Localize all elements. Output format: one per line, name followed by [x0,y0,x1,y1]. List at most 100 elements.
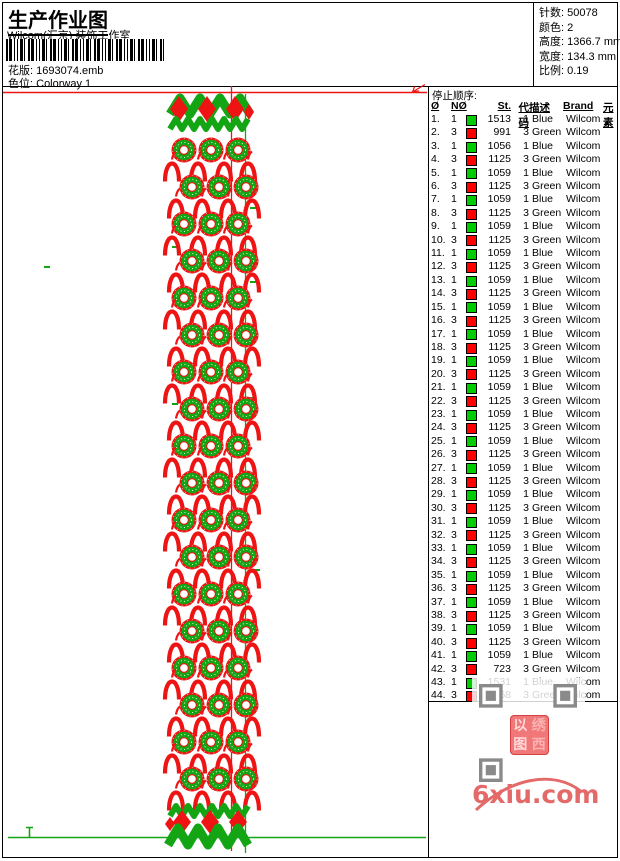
width-row: 宽度: 134.3 mm [539,50,617,63]
row-stitches: 1125 [488,367,511,380]
table-row: 14. 3 1125 3 Green Wilcom [431,287,617,300]
table-row: 36. 3 1125 3 Green Wilcom [431,582,617,595]
thread-color-swatch [466,275,477,287]
row-stitches: 1125 [488,206,511,219]
table-row: 2. 3 991 3 Green Wilcom [431,126,617,140]
table-row: 12. 3 1125 3 Green Wilcom [431,260,617,274]
row-seq: 8. [431,206,440,219]
row-brand: Wilcom [566,488,601,501]
row-stitches: 1059 [487,515,511,528]
thread-color-swatch [466,543,477,555]
table-row: 35. 1 1059 1 Blue Wilcom [431,569,617,582]
row-seq: 32. [431,528,446,541]
row-seq: 10. [431,233,446,246]
row-seq: 38. [431,609,446,622]
row-brand: Wilcom [566,474,601,487]
row-seq: 25. [431,434,446,447]
design-file-value: 1693074.emb [36,65,104,77]
row-needle: 1 [451,247,457,260]
row-brand: Wilcom [566,649,601,662]
row-description: Blue [532,381,554,394]
thread-color-swatch [466,637,477,649]
row-seq: 3. [431,139,440,152]
row-description: Green [532,314,562,327]
thread-color-swatch [466,208,477,220]
row-description: Green [532,260,562,273]
row-code: 3 [523,340,529,353]
row-description: Green [532,474,562,487]
thread-color-swatch [466,342,477,354]
row-code: 3 [523,153,529,166]
row-brand: Wilcom [566,273,601,286]
row-stitches: 1125 [488,394,511,407]
row-seq: 2. [431,126,440,139]
row-code: 1 [523,327,529,340]
row-description: Blue [532,273,554,286]
row-code: 3 [523,206,529,219]
table-row: 13. 1 1059 1 Blue Wilcom [431,274,617,287]
row-code: 3 [523,555,529,568]
row-stitches: 1059 [487,649,511,662]
website-watermark: 6xiu.com [472,780,600,809]
colorway-label: 色位: [8,77,34,90]
thread-color-swatch [466,503,477,515]
row-brand: Wilcom [566,153,601,166]
col-needle: NØ [451,100,467,112]
row-needle: 3 [451,448,457,461]
thread-color-swatch [466,583,477,595]
row-code: 1 [523,488,529,501]
row-description: Green [532,501,562,514]
row-seq: 35. [431,568,446,581]
row-description: Green [532,340,562,353]
table-row: 39. 1 1059 1 Blue Wilcom [431,622,617,636]
row-brand: Wilcom [566,367,601,380]
row-seq: 30. [431,501,446,514]
row-needle: 1 [451,220,457,233]
table-row: 17. 1 1059 1 Blue Wilcom [431,328,617,341]
row-needle: 1 [451,354,457,367]
row-code: 3 [523,421,529,434]
row-needle: 1 [451,166,457,179]
row-seq: 24. [431,421,446,434]
row-stitches: 1056 [487,139,511,152]
row-description: Green [532,528,562,541]
row-stitches: 1125 [488,448,511,461]
row-description: Green [532,206,562,219]
row-stitches: 1059 [487,220,511,233]
thread-color-swatch [466,221,477,233]
row-needle: 3 [451,474,457,487]
thread-color-swatch [466,409,477,421]
row-needle: 3 [451,233,457,246]
row-stitches: 1125 [488,635,511,648]
table-row: 29. 1 1059 1 Blue Wilcom [431,488,617,502]
row-code: 3 [523,635,529,648]
row-brand: Wilcom [566,542,601,554]
row-code: 1 [523,113,529,125]
thread-color-swatch [466,557,477,569]
row-needle: 3 [451,609,457,622]
thread-color-swatch [466,436,477,448]
row-seq: 41. [431,649,446,662]
row-code: 1 [523,273,529,286]
colorway-value: Colorway 1 [36,77,92,90]
color-count-row: 颜色: 2 [539,21,574,34]
row-code: 1 [523,568,529,581]
row-seq: 6. [431,180,440,193]
row-brand: Wilcom [566,501,601,514]
thread-color-swatch [466,248,477,260]
row-description: Blue [532,568,554,581]
row-needle: 3 [451,367,457,380]
row-needle: 1 [451,273,457,286]
row-needle: 1 [451,139,457,152]
row-code: 1 [523,247,529,260]
row-brand: Wilcom [566,193,601,206]
row-description: Blue [532,461,554,474]
row-code: 1 [523,381,529,394]
design-scale: 0.19 [567,65,589,78]
table-row: 25. 1 1059 1 Blue Wilcom [431,435,617,448]
row-seq: 15. [431,300,446,313]
row-stitches: 1125 [488,555,511,568]
table-row: 7. 1 1059 1 Blue Wilcom [431,193,617,207]
row-description: Blue [532,327,554,340]
